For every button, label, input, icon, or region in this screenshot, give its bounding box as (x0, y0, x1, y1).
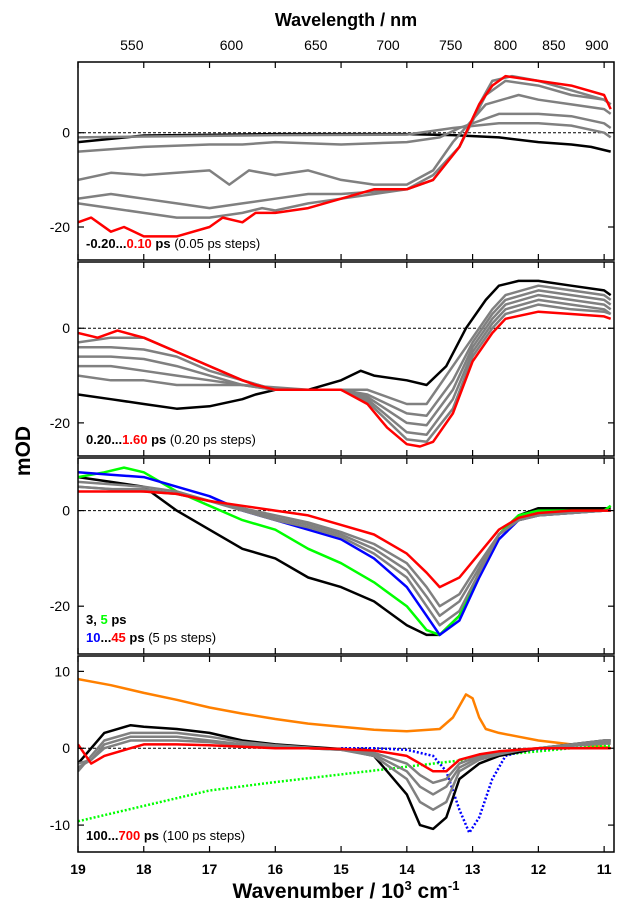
y-tick-label: 0 (62, 125, 70, 141)
series-line-5 (78, 79, 612, 210)
x-tick-label: 16 (268, 861, 284, 877)
series-line-3 (78, 289, 612, 418)
annotation-segment: 5 (100, 612, 107, 627)
panel-annotation: 100...700 ps (100 ps steps) (86, 828, 245, 843)
annotation-segment: ... (108, 828, 119, 843)
y-tick-label: -20 (50, 415, 70, 431)
series-line-1 (78, 279, 612, 410)
panels-group: 0-20-0.20...0.10 ps (0.05 ps steps)0-200… (50, 61, 615, 853)
y-tick-label: -20 (50, 598, 70, 614)
series-line-7 (78, 739, 611, 785)
y-tick-label: 0 (62, 320, 70, 336)
top-tick-label: 750 (439, 37, 463, 53)
x-tick-label: 11 (597, 861, 612, 877)
annotation-segment: 3 (86, 612, 93, 627)
series-line-4 (78, 93, 612, 186)
series-line-5 (78, 298, 612, 436)
panel-frame (77, 655, 615, 853)
panel-1: 0 -20 -0.20...0.10 ps (0.05 ps steps) (50, 61, 615, 261)
panel-frame (77, 457, 615, 655)
series-line-7 (78, 310, 612, 448)
annotation-segment: ... (100, 630, 111, 645)
top-wavelength-axis: Wavelength / nm 550 600 650 700 750 800 850 900 (120, 10, 609, 53)
y-tick-label: 0 (62, 503, 70, 519)
series-line-8 (78, 743, 611, 773)
series-line-4 (78, 480, 611, 627)
annotation-segment: 10 (86, 630, 100, 645)
annotation-segment: 0.20 (86, 432, 111, 447)
bottom-wavenumber-axis: 19 18 17 16 15 14 13 12 11 (70, 861, 612, 877)
annotation-segment: ps (147, 432, 169, 447)
top-tick-label: 650 (304, 37, 328, 53)
x-tick-label: 19 (70, 861, 86, 877)
series-line-2 (78, 122, 612, 139)
x-axis-title-sup1: 3 (404, 878, 411, 893)
x-axis-title: Wavenumber / 103 cm-1 (233, 878, 460, 903)
annotation-segment: (5 ps steps) (148, 630, 216, 645)
x-axis-title-sup2: -1 (448, 878, 460, 893)
panel-annotation: 3, 5 ps (86, 612, 127, 627)
x-tick-label: 15 (333, 861, 349, 877)
annotation-segment: (0.05 ps steps) (174, 236, 260, 251)
annotation-segment: ps (152, 236, 174, 251)
series-group (78, 466, 612, 637)
annotation-segment: ... (116, 236, 127, 251)
top-tick-label: 550 (120, 37, 144, 53)
x-tick-label: 14 (399, 861, 415, 877)
y-tick-label: 0 (62, 740, 70, 756)
annotation-segment: -0.20 (86, 236, 116, 251)
series-group (78, 279, 612, 448)
annotation-segment: (100 ps steps) (163, 828, 245, 843)
series-line-1 (78, 475, 611, 637)
top-tick-label: 700 (376, 37, 400, 53)
y-axis-title: mOD (12, 426, 35, 476)
panel-frame (77, 61, 615, 261)
annotation-segment: 1.60 (122, 432, 147, 447)
y-tick-label: -10 (50, 817, 70, 833)
series-line-7 (78, 490, 611, 589)
top-tick-label: 850 (542, 37, 566, 53)
annotation-segment: ps (126, 630, 148, 645)
series-line-4 (78, 723, 611, 831)
x-axis-title-mid: cm (412, 880, 448, 903)
top-tick-label: 900 (585, 37, 609, 53)
panel-annotation: -0.20...0.10 ps (0.05 ps steps) (86, 236, 260, 251)
panel-annotation: 0.20...1.60 ps (0.20 ps steps) (86, 432, 256, 447)
annotation-segment: 45 (111, 630, 125, 645)
series-line-5 (78, 485, 611, 618)
series-line-1 (78, 677, 611, 750)
series-line-7 (78, 74, 612, 238)
x-tick-label: 17 (202, 861, 218, 877)
series-line-3 (78, 112, 612, 153)
annotation-segment: , (93, 612, 100, 627)
panel-annotation: 10...45 ps (5 ps steps) (86, 630, 216, 645)
annotation-segment: (0.20 ps steps) (170, 432, 256, 447)
annotation-segment: ps (140, 828, 162, 843)
annotation-segment: 0.10 (126, 236, 151, 251)
top-tick-label: 800 (494, 37, 518, 53)
x-tick-label: 13 (465, 861, 481, 877)
annotation-segment: 100 (86, 828, 108, 843)
panel-frame (77, 261, 615, 457)
series-line-2 (78, 744, 611, 823)
annotation-segment: 700 (119, 828, 141, 843)
series-line-2 (78, 284, 612, 406)
series-line-4 (78, 293, 612, 427)
x-tick-label: 18 (136, 861, 152, 877)
top-axis-title: Wavelength / nm (275, 10, 417, 30)
series-line-3 (341, 746, 611, 835)
x-tick-label: 12 (531, 861, 547, 877)
panel-2: 0 -20 0.20...1.60 ps (0.20 ps steps) (50, 261, 615, 457)
annotation-segment: ... (111, 432, 122, 447)
x-axis-title-main: Wavenumber / 10 (233, 880, 405, 903)
series-group (78, 74, 612, 238)
y-tick-label: 10 (54, 663, 70, 679)
series-group (78, 677, 611, 835)
y-tick-label: -20 (50, 219, 70, 235)
top-tick-label: 600 (220, 37, 244, 53)
annotation-segment: ps (108, 612, 127, 627)
